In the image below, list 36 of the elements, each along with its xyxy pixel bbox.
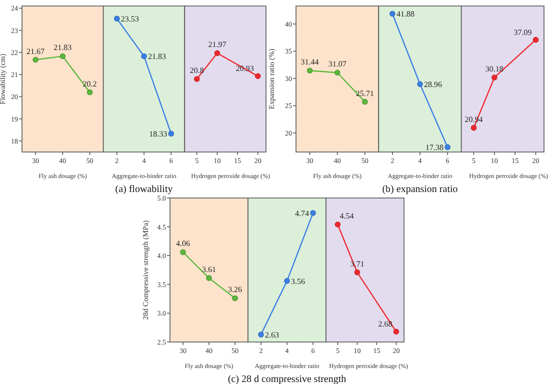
point (362, 98, 368, 105)
data-label: 4.74 (295, 208, 309, 218)
data-label: 21.97 (208, 40, 226, 50)
data-label: 21.67 (26, 46, 45, 56)
point (60, 53, 66, 60)
data-label: 30.18 (485, 64, 504, 74)
point (86, 89, 93, 96)
data-label: 20.2 (82, 79, 97, 88)
data-label: 28.96 (424, 80, 442, 90)
data-label: 2.63 (265, 330, 279, 340)
point (306, 68, 313, 74)
data-label: 4.54 (340, 211, 354, 220)
data-label: 3.26 (228, 285, 242, 294)
point (180, 249, 186, 256)
text: (c) 28 d compressive strength (228, 374, 346, 384)
text: (b) expansion ratio (382, 184, 458, 195)
data-label: 18.33 (149, 130, 168, 139)
data-label: 25.71 (356, 88, 374, 98)
point (32, 56, 38, 63)
data-label: 31.07 (328, 60, 346, 69)
text: (a) flowability (115, 184, 173, 195)
data-label: 3.56 (291, 276, 305, 286)
data-label: 21.83 (148, 52, 166, 62)
data-label: 31.44 (300, 58, 319, 67)
data-label: 37.09 (514, 28, 532, 37)
data-label: 2.68 (378, 320, 392, 329)
data-label: 17.38 (426, 143, 444, 152)
point (232, 295, 238, 302)
data-label: 21.83 (54, 43, 72, 52)
point (206, 275, 212, 281)
data-label: 3.61 (202, 265, 216, 274)
data-label: 20.8 (190, 66, 204, 75)
data-label: 41.88 (396, 10, 414, 19)
data-label: 4.06 (176, 239, 190, 248)
data-label: 23.53 (120, 14, 139, 24)
point (334, 70, 340, 76)
